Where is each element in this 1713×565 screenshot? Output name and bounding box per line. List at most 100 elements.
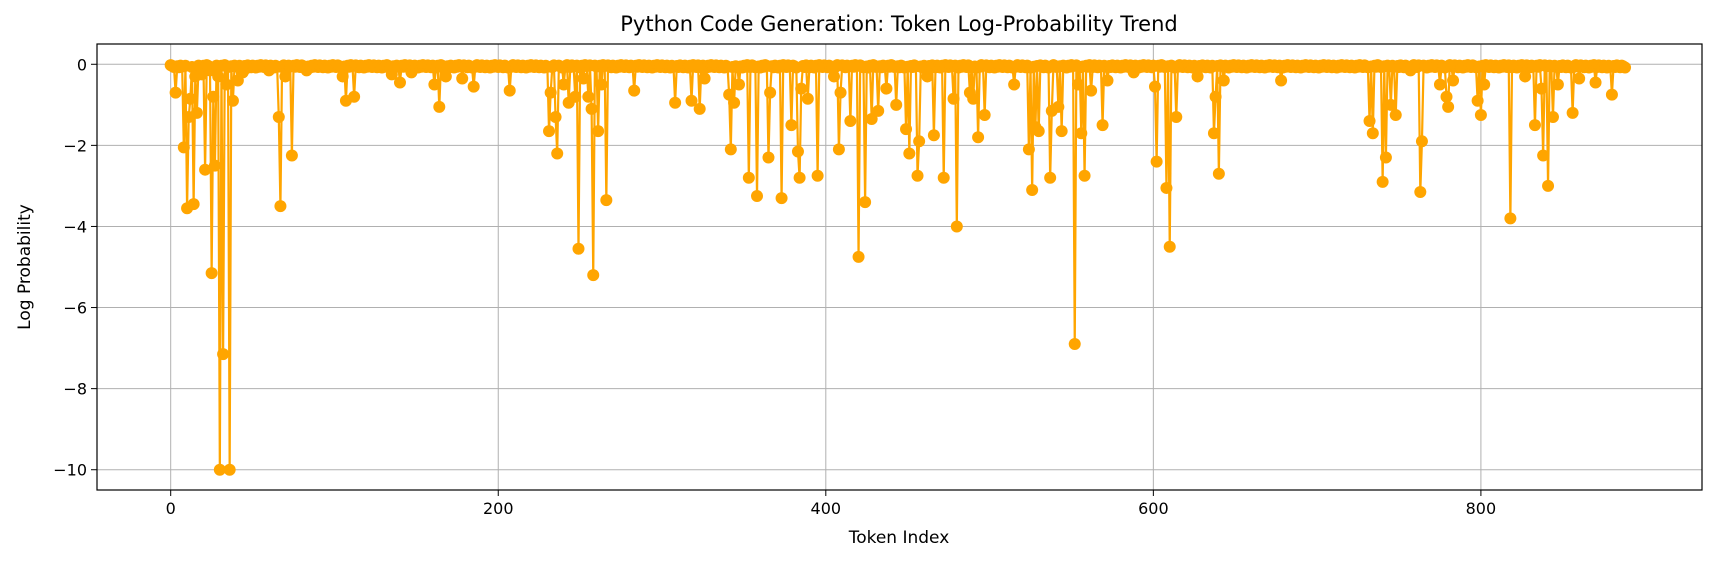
data-point — [947, 92, 960, 105]
data-point — [1191, 70, 1204, 83]
data-point — [1415, 135, 1428, 148]
data-point — [177, 141, 190, 154]
data-point — [937, 171, 950, 184]
x-tick-label: 800 — [1466, 499, 1497, 518]
data-point — [698, 72, 711, 85]
data-point — [1096, 119, 1109, 132]
data-point — [827, 70, 840, 83]
data-point — [1535, 82, 1548, 95]
data-point — [1414, 185, 1427, 198]
data-point — [572, 242, 585, 255]
data-point — [1619, 61, 1632, 74]
data-point — [811, 169, 824, 182]
data-point — [169, 86, 182, 99]
data-point — [872, 104, 885, 117]
data-point — [1072, 78, 1085, 91]
data-point — [190, 106, 203, 119]
data-point — [577, 72, 590, 85]
y-tick-label: −10 — [53, 461, 87, 480]
data-point — [1605, 88, 1618, 101]
data-point — [669, 96, 682, 109]
data-point — [582, 90, 595, 103]
data-point — [903, 147, 916, 160]
data-point — [1379, 151, 1392, 164]
data-point — [913, 135, 926, 148]
data-point — [1209, 90, 1222, 103]
data-point — [456, 72, 469, 85]
data-point — [199, 163, 212, 176]
data-point — [967, 92, 980, 105]
data-point — [978, 108, 991, 121]
data-point — [921, 70, 934, 83]
data-point — [187, 198, 200, 211]
data-point — [950, 220, 963, 233]
data-point — [1207, 127, 1220, 140]
data-point — [1055, 125, 1068, 138]
data-point — [1528, 119, 1541, 132]
data-point — [1589, 76, 1602, 89]
data-point — [1170, 110, 1183, 123]
data-point — [467, 80, 480, 93]
data-point — [1504, 212, 1517, 225]
data-point — [1044, 171, 1057, 184]
x-tick-label: 600 — [1138, 499, 1169, 518]
data-point — [762, 151, 775, 164]
data-point — [592, 125, 605, 138]
data-point — [1389, 108, 1402, 121]
data-point — [1160, 181, 1173, 194]
data-point — [208, 159, 221, 172]
data-point — [274, 200, 287, 213]
data-point — [1566, 106, 1579, 119]
data-point — [1022, 143, 1035, 156]
data-point — [1384, 98, 1397, 111]
data-point — [972, 131, 985, 144]
data-point — [628, 84, 641, 97]
data-point — [569, 90, 582, 103]
data-point — [733, 78, 745, 91]
data-point — [1026, 183, 1039, 196]
y-tick-label: −6 — [63, 299, 87, 318]
data-point — [600, 194, 613, 207]
data-point — [220, 78, 233, 91]
axis-ticks: 0 200 400 600 800 0 −2 −4 −6 −8 −10 — [53, 55, 1496, 518]
data-point — [834, 86, 847, 99]
chart-title: Python Code Generation: Token Log-Probab… — [620, 12, 1177, 36]
data-point — [1085, 84, 1098, 97]
x-axis-label: Token Index — [848, 528, 950, 548]
data-point — [1551, 78, 1564, 91]
data-point — [1212, 167, 1225, 180]
data-point — [1474, 108, 1487, 121]
y-axis-label: Log Probability — [15, 204, 35, 330]
data-point — [1150, 155, 1163, 168]
data-point — [844, 115, 857, 128]
data-point — [428, 78, 441, 91]
data-point — [801, 92, 814, 105]
data-point — [393, 76, 406, 89]
data-point — [900, 123, 913, 136]
series-line — [170, 63, 1626, 471]
data-point — [1275, 74, 1288, 87]
data-point — [880, 82, 893, 95]
data-point — [557, 78, 570, 91]
data-point — [795, 82, 808, 95]
data-point — [205, 267, 218, 280]
x-tick-label: 200 — [483, 499, 514, 518]
data-point — [1442, 100, 1455, 113]
data-point — [279, 70, 292, 83]
data-point — [685, 94, 698, 107]
x-tick-label: 0 — [166, 499, 176, 518]
data-point — [1376, 175, 1389, 188]
data-point — [1471, 94, 1484, 107]
data-point — [587, 269, 600, 282]
data-point — [433, 100, 446, 113]
data-point — [1440, 90, 1453, 103]
data-point — [724, 143, 737, 156]
data-point — [1366, 127, 1379, 140]
data-point — [1163, 240, 1176, 253]
data-point — [585, 102, 598, 115]
data-point — [1008, 78, 1021, 91]
data-point — [272, 110, 285, 123]
data-point — [348, 90, 361, 103]
x-tick-label: 400 — [811, 499, 842, 518]
data-point — [1101, 74, 1114, 87]
